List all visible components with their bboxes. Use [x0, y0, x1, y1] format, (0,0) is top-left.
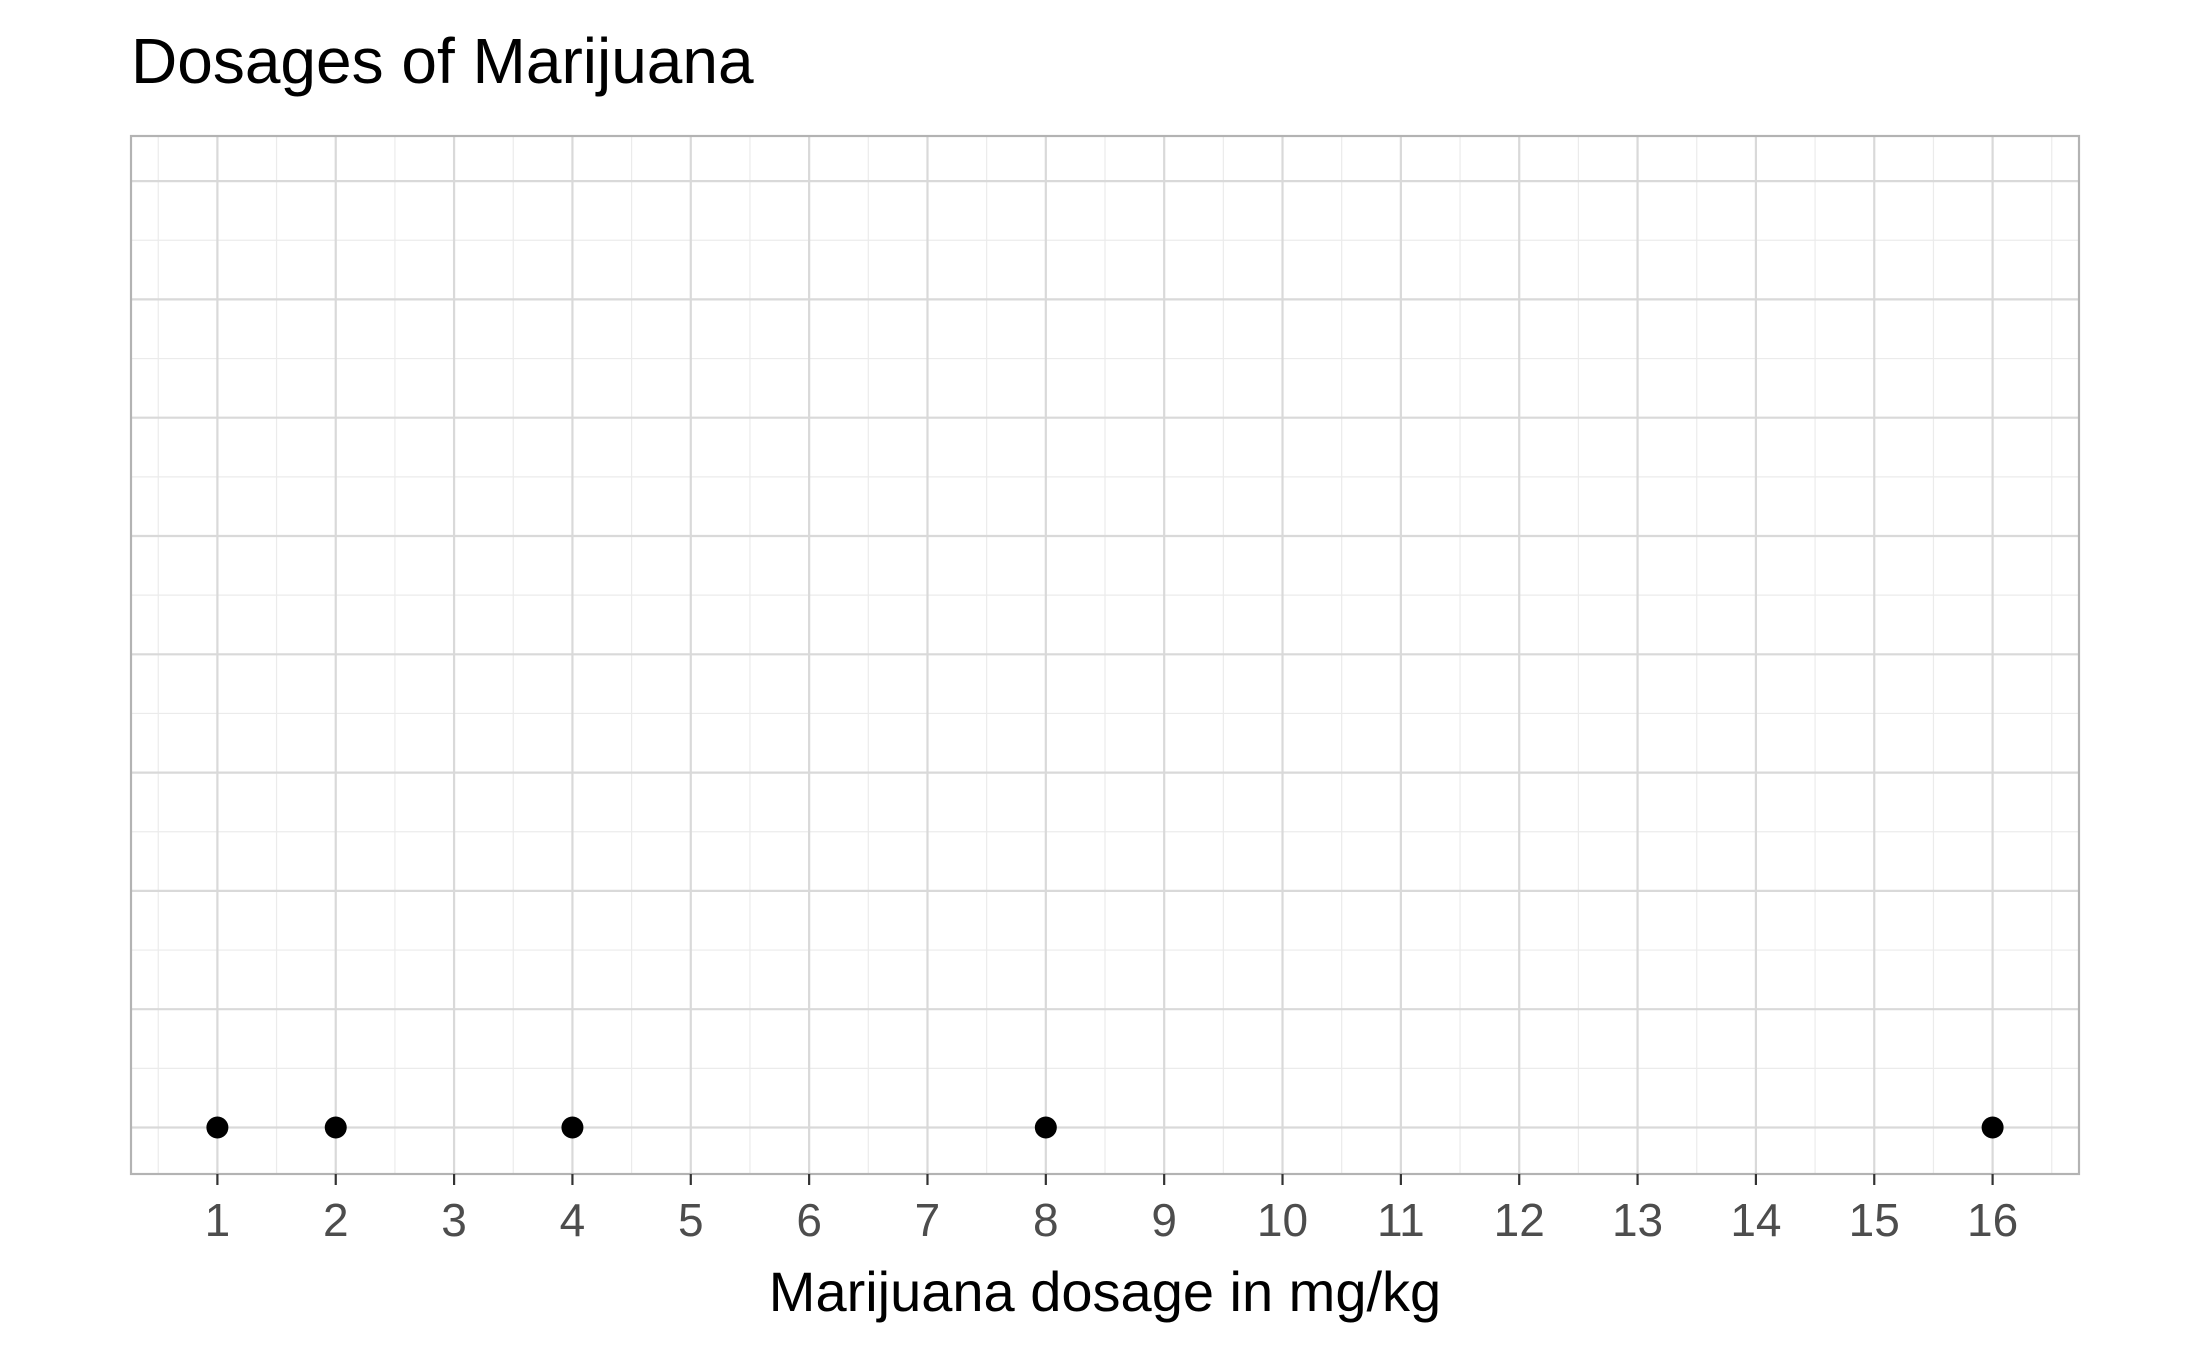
x-tick-label: 7 [915, 1194, 941, 1246]
x-tick-label: 10 [1257, 1194, 1308, 1246]
x-axis-tick-labels: 1 2 3 4 5 6 7 8 9 10 11 12 13 14 15 16 [205, 1194, 2019, 1246]
x-tick-label: 4 [560, 1194, 586, 1246]
x-tick-label: 14 [1730, 1194, 1781, 1246]
x-tick-label: 9 [1151, 1194, 1177, 1246]
x-tick-label: 13 [1612, 1194, 1663, 1246]
x-axis-title: Marijuana dosage in mg/kg [769, 1260, 1441, 1323]
x-tick-label: 5 [678, 1194, 704, 1246]
data-point [206, 1116, 229, 1139]
x-tick-label: 11 [1377, 1194, 1425, 1246]
x-tick-label: 2 [323, 1194, 349, 1246]
grid-major [131, 136, 2079, 1174]
panel-border [129, 134, 2081, 1176]
x-tick-label: 8 [1033, 1194, 1059, 1246]
x-tick-label: 12 [1494, 1194, 1545, 1246]
data-point [1034, 1116, 1057, 1139]
x-axis-ticks [216, 1174, 1994, 1185]
data-point [324, 1116, 347, 1139]
data-point [561, 1116, 584, 1139]
data-points [206, 1116, 2004, 1139]
data-point [1981, 1116, 2004, 1139]
x-tick-label: 15 [1849, 1194, 1900, 1246]
x-tick-label: 6 [796, 1194, 822, 1246]
x-tick-label: 3 [441, 1194, 467, 1246]
x-tick-label: 16 [1967, 1194, 2018, 1246]
x-tick-label: 1 [205, 1194, 231, 1246]
chart-title: Dosages of Marijuana [131, 25, 754, 97]
